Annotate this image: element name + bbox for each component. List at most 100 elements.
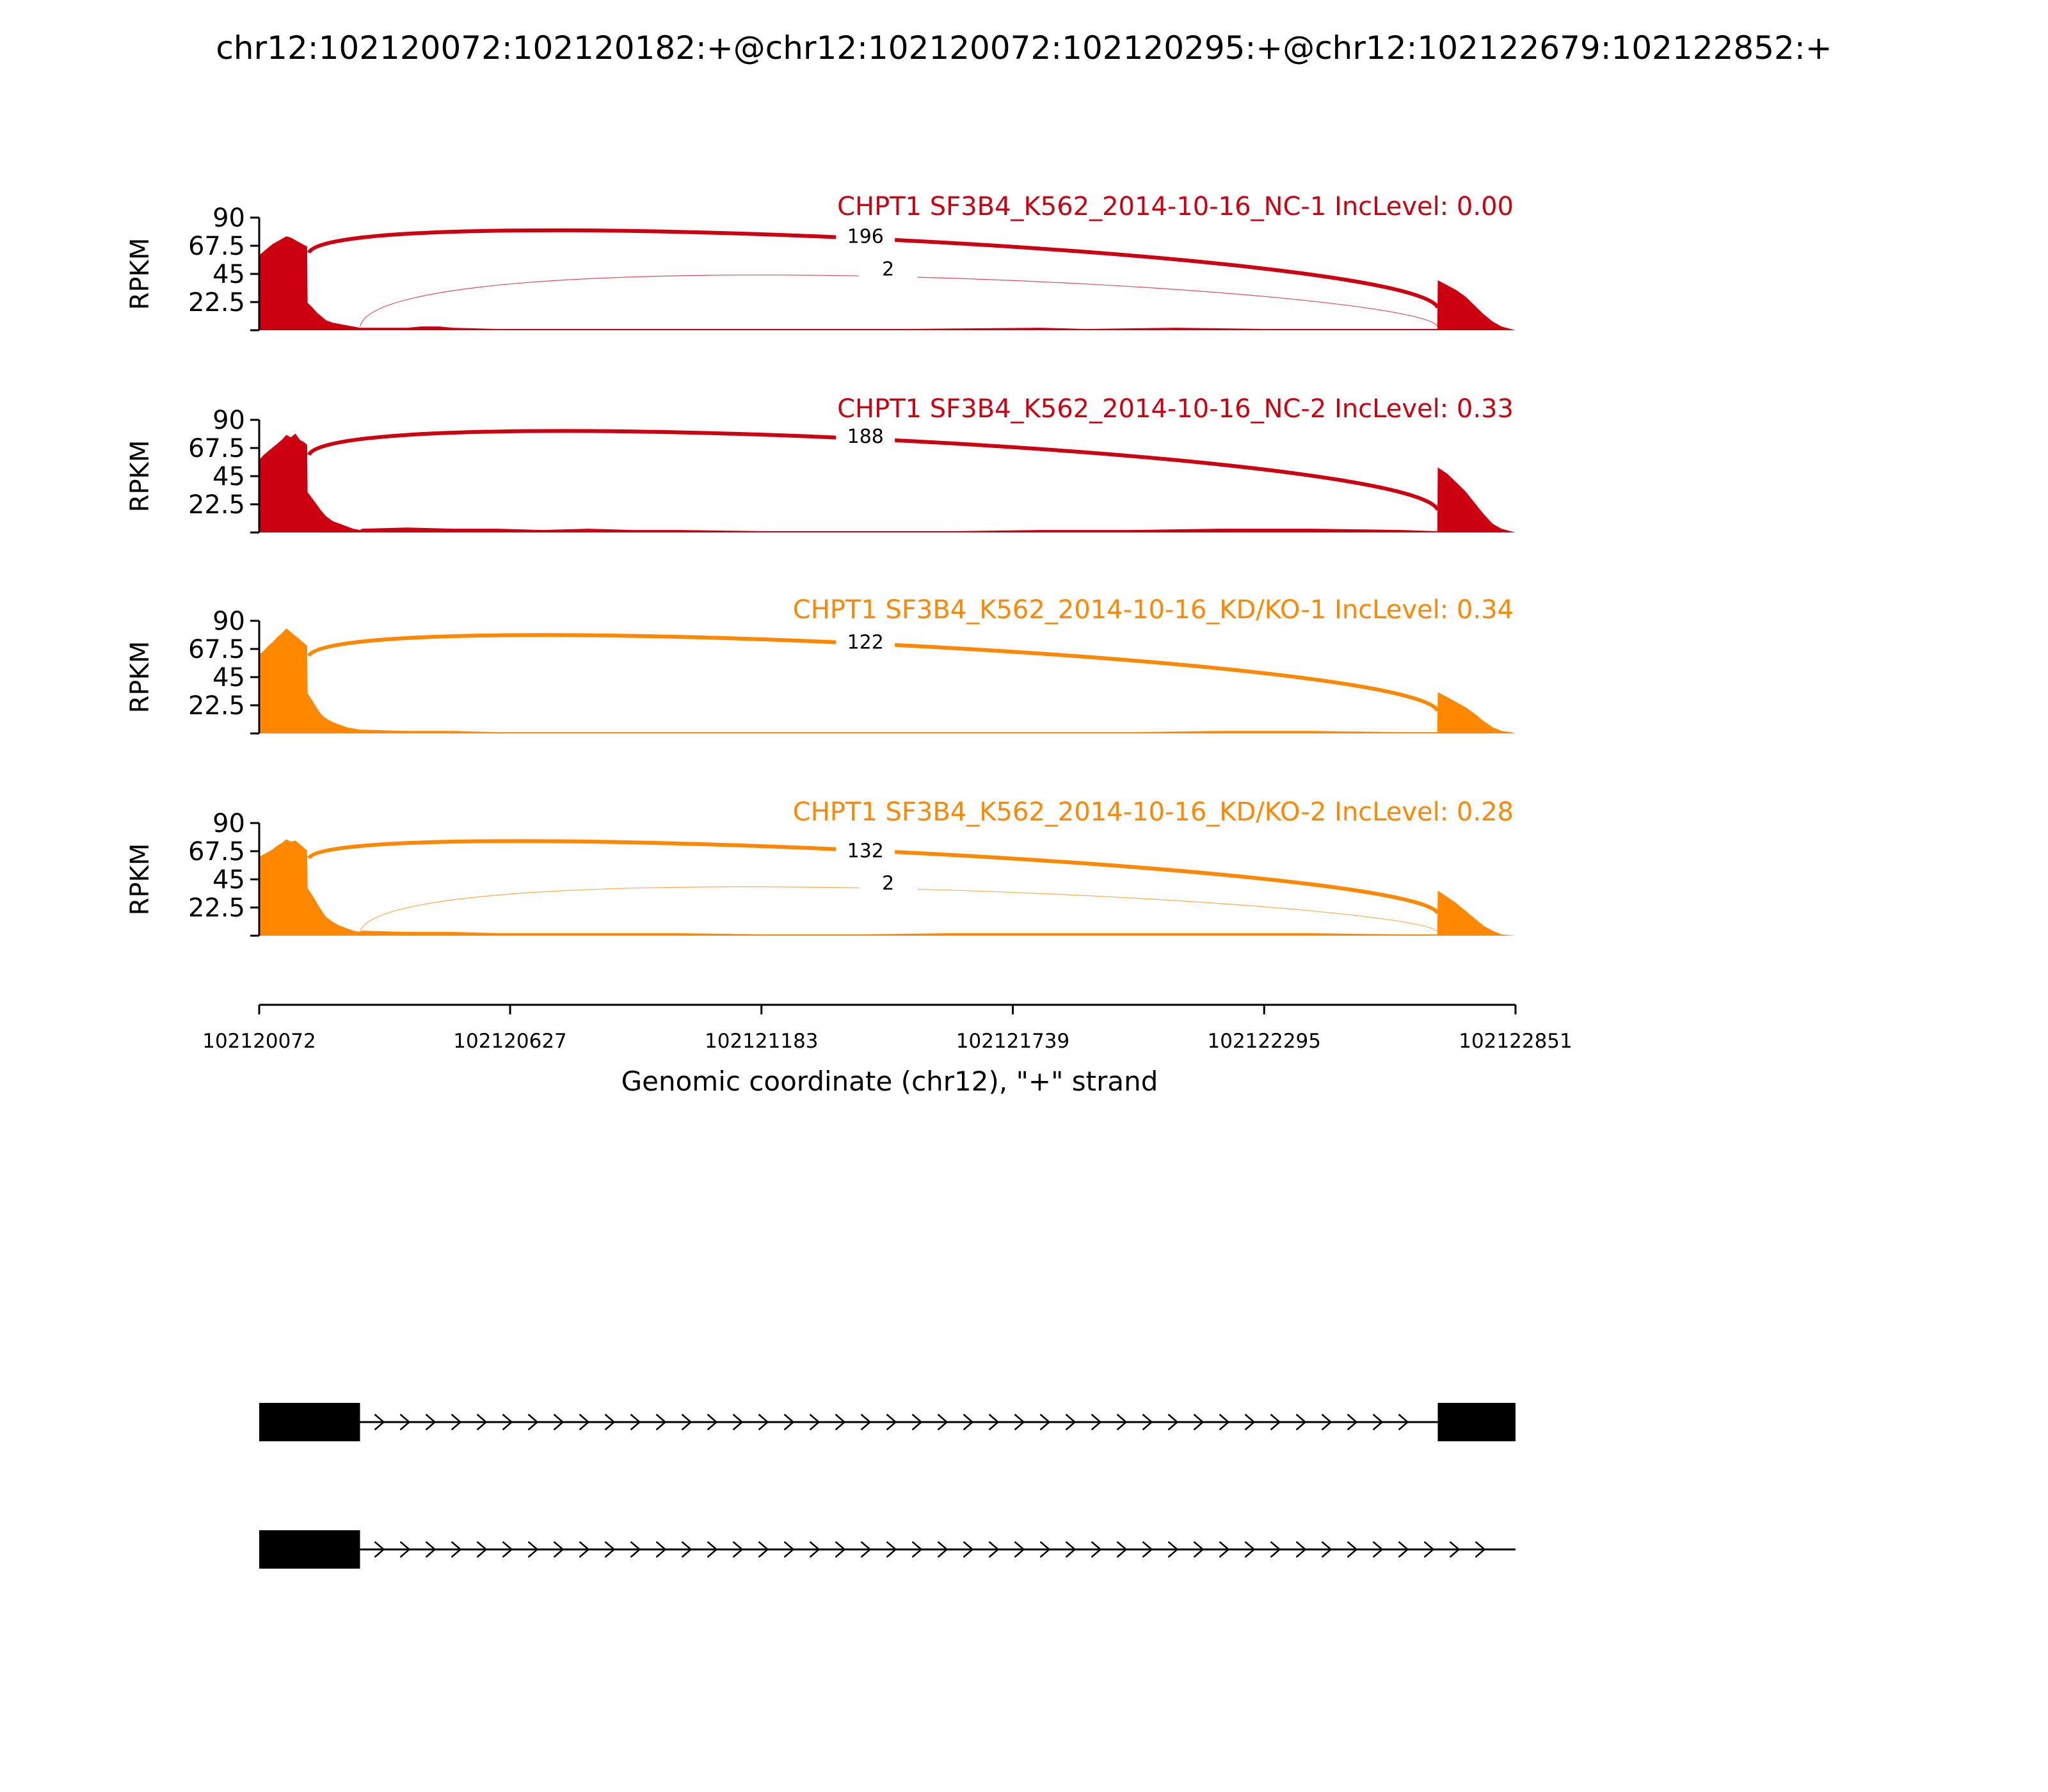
strand-arrow: [937, 1541, 948, 1558]
strand-arrow: [1065, 1414, 1076, 1430]
strand-arrow: [630, 1414, 641, 1430]
y-tick-label: 22.5: [188, 691, 245, 721]
strand-arrow: [732, 1414, 744, 1430]
strand-arrow: [1449, 1541, 1460, 1558]
strand-arrow: [374, 1414, 385, 1430]
strand-arrow: [911, 1414, 923, 1430]
exon-block: [1437, 1403, 1516, 1441]
x-tick-label: 102122851: [1459, 1030, 1572, 1053]
strand-arrow: [835, 1414, 846, 1430]
strand-arrow: [604, 1414, 616, 1430]
strand-arrow: [963, 1541, 974, 1558]
exon-block: [259, 1530, 360, 1569]
strand-arrow: [1167, 1414, 1179, 1430]
y-tick-label: 22.5: [188, 288, 245, 317]
y-tick-label: 67.5: [188, 434, 245, 463]
strand-arrow: [783, 1541, 795, 1558]
x-tick-label: 102121739: [956, 1030, 1070, 1053]
y-axis-label: RPKM: [125, 641, 155, 714]
strand-arrow: [860, 1414, 872, 1430]
junction-count-bg: [858, 872, 918, 894]
track-title: CHPT1 SF3B4_K562_2014-10-16_NC-2 IncLeve…: [837, 394, 1514, 424]
track-title: CHPT1 SF3B4_K562_2014-10-16_KD/KO-1 IncL…: [793, 595, 1514, 625]
strand-arrow: [1039, 1541, 1051, 1558]
junction-arc: [359, 886, 1438, 932]
strand-arrow: [1014, 1541, 1025, 1558]
isoform-track: [259, 1530, 1516, 1569]
strand-arrow: [502, 1414, 513, 1430]
isoform-structures: [259, 1403, 1516, 1569]
y-tick-label: 45: [212, 260, 245, 289]
y-tick-label: 45: [212, 865, 245, 895]
strand-arrow: [502, 1541, 513, 1558]
x-tick-label: 102120627: [453, 1030, 567, 1053]
junction-count: 2: [882, 872, 894, 895]
x-tick-label: 102121183: [705, 1030, 819, 1053]
strand-arrow: [886, 1414, 897, 1430]
strand-arrow: [655, 1541, 667, 1558]
strand-arrow: [399, 1414, 411, 1430]
junction-count: 196: [847, 226, 884, 248]
y-tick-label: 22.5: [188, 893, 245, 923]
strand-arrow: [1475, 1541, 1486, 1558]
track-title: CHPT1 SF3B4_K562_2014-10-16_KD/KO-2 IncL…: [793, 797, 1514, 827]
strand-arrow: [451, 1541, 462, 1558]
strand-arrow: [988, 1541, 1000, 1558]
strand-arrow: [937, 1414, 948, 1430]
strand-arrow: [476, 1414, 488, 1430]
strand-arrow: [1423, 1541, 1435, 1558]
strand-arrow: [655, 1414, 667, 1430]
x-tick-label: 102120072: [202, 1030, 316, 1053]
junction-count-bg: [836, 225, 895, 247]
strand-arrow: [1091, 1414, 1102, 1430]
coverage-area: [259, 433, 1516, 532]
strand-arrow: [783, 1414, 795, 1430]
strand-arrow: [399, 1541, 411, 1558]
strand-arrow: [476, 1541, 488, 1558]
strand-arrow: [1116, 1414, 1128, 1430]
strand-arrow: [860, 1541, 872, 1558]
strand-arrow: [1039, 1414, 1051, 1430]
strand-arrow: [1270, 1541, 1281, 1558]
strand-arrow: [809, 1414, 820, 1430]
exon-block: [259, 1403, 360, 1441]
y-axis-label: RPKM: [125, 440, 155, 513]
strand-arrow: [1142, 1414, 1153, 1430]
strand-arrow: [1219, 1541, 1230, 1558]
y-tick-label: 67.5: [188, 837, 245, 867]
strand-arrow: [707, 1541, 718, 1558]
y-tick-label: 67.5: [188, 232, 245, 261]
strand-arrow: [681, 1414, 692, 1430]
coverage-area: [259, 236, 1516, 330]
y-tick-label: 45: [212, 663, 245, 692]
strand-arrow: [1372, 1541, 1384, 1558]
junction-arc: [359, 275, 1439, 327]
y-tick-label: 90: [212, 607, 245, 636]
strand-arrow: [553, 1541, 564, 1558]
strand-arrow: [758, 1414, 769, 1430]
strand-arrow: [911, 1541, 923, 1558]
strand-arrow: [630, 1541, 641, 1558]
strand-arrow: [1142, 1541, 1153, 1558]
y-axis-label: RPKM: [125, 238, 155, 310]
strand-arrow: [1065, 1541, 1076, 1558]
strand-arrow: [1116, 1541, 1128, 1558]
strand-arrow: [988, 1414, 1000, 1430]
strand-arrow: [579, 1541, 590, 1558]
junction-count: 122: [847, 632, 884, 654]
strand-arrow: [1372, 1414, 1384, 1430]
x-tick-label: 102122295: [1208, 1030, 1322, 1053]
junction-count-bg: [836, 424, 895, 447]
strand-arrow: [553, 1414, 564, 1430]
y-tick-label: 67.5: [188, 635, 245, 664]
y-tick-label: 90: [212, 406, 245, 435]
strand-arrow: [835, 1541, 846, 1558]
strand-arrow: [425, 1541, 436, 1558]
strand-arrow: [425, 1414, 436, 1430]
x-axis-label: Genomic coordinate (chr12), "+" strand: [621, 1066, 1158, 1097]
